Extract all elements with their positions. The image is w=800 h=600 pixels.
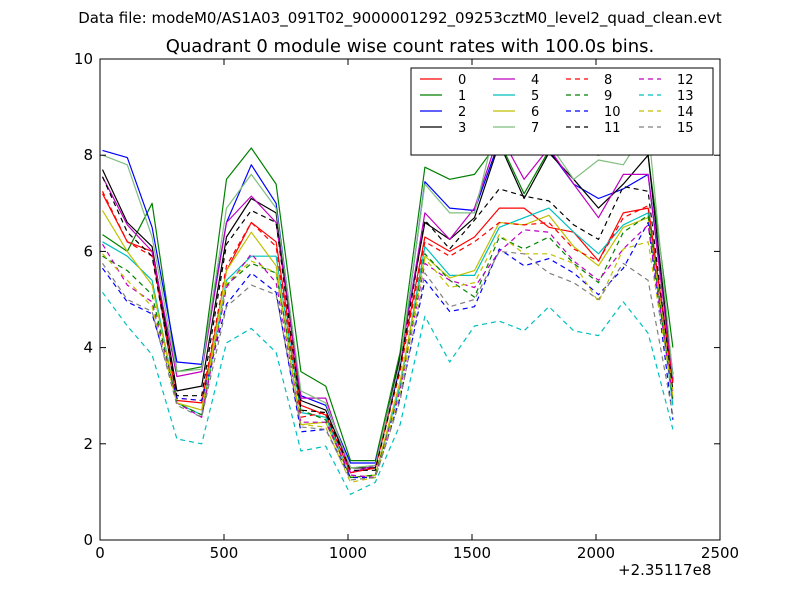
series-line-13 [102, 291, 674, 495]
series-line-5 [102, 207, 674, 479]
series-line-14 [102, 234, 674, 483]
y-tick-label: 8 [83, 146, 93, 164]
legend-label-0: 0 [458, 73, 466, 88]
legend-box [410, 67, 714, 156]
series-line-12 [101, 224, 674, 479]
x-tick-label: 2500 [701, 544, 739, 562]
legend-label-9: 9 [604, 89, 612, 104]
legend-label-6: 6 [531, 105, 539, 120]
series-line-11 [101, 176, 674, 471]
legend-label-5: 5 [531, 89, 539, 104]
x-tick-label: 2000 [577, 544, 615, 562]
x-tick-label: 500 [210, 544, 239, 562]
legend-label-2: 2 [458, 105, 466, 120]
axes-frame [99, 58, 721, 541]
y-tick-label: 2 [83, 435, 93, 453]
x-tick-label: 1000 [329, 544, 367, 562]
series-line-7 [102, 96, 674, 469]
legend-label-11: 11 [604, 121, 621, 136]
series-line-15 [102, 250, 674, 481]
legend-label-1: 1 [458, 89, 466, 104]
legend-label-12: 12 [677, 73, 694, 88]
legend-label-15: 15 [677, 121, 694, 136]
y-tick-label: 4 [83, 339, 93, 357]
legend-label-4: 4 [531, 73, 539, 88]
legend-label-7: 7 [531, 121, 539, 136]
y-tick-label: 0 [83, 531, 93, 549]
series-line-9 [102, 214, 674, 479]
legend-label-14: 14 [677, 105, 694, 120]
legend-label-10: 10 [604, 105, 621, 120]
x-tick-label: 1500 [453, 544, 491, 562]
legend-label-8: 8 [604, 73, 612, 88]
legend-label-3: 3 [458, 121, 466, 136]
series-lines [101, 96, 674, 495]
x-tick-label: 0 [95, 544, 105, 562]
chart-title: Quadrant 0 module wise count rates with … [165, 36, 655, 57]
figure-suptitle: Data file: modeM0/AS1A03_091T02_90000012… [78, 9, 722, 27]
legend-label-13: 13 [677, 89, 694, 104]
y-tick-label: 10 [74, 50, 93, 68]
x-offset-label: +2.35117e8 [618, 561, 712, 579]
y-tick-label: 6 [83, 242, 93, 260]
